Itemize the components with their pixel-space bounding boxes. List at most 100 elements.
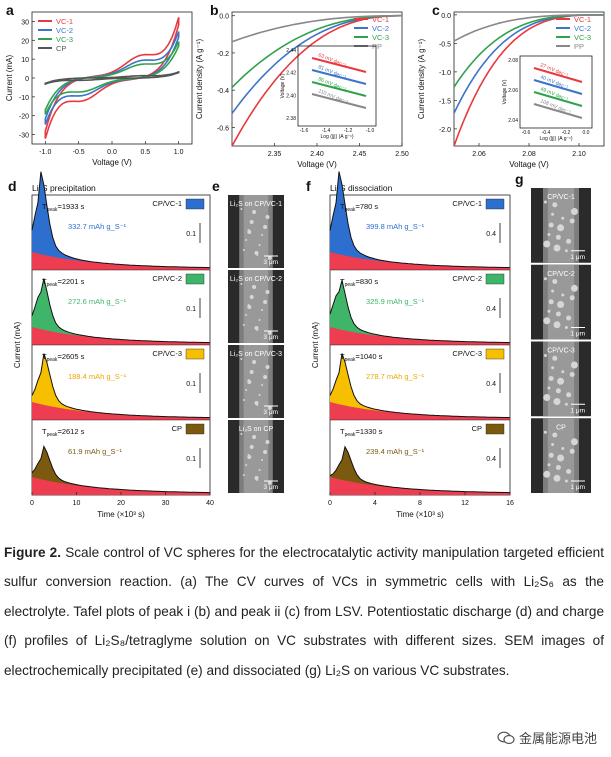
panel-e-particle — [267, 406, 272, 410]
panel-c-inset-xtick: -0.2 — [562, 130, 571, 136]
panel-g-particle — [552, 432, 558, 438]
panel-e-particle — [242, 474, 245, 476]
panel-g-particle — [566, 238, 572, 244]
panel-g-scale-label-1: 1 μm — [570, 331, 585, 338]
panel-a-xtick-label: 0.5 — [140, 149, 150, 156]
panel-g-particle — [548, 299, 554, 305]
panel-e-label-3: Li₂S on CP — [239, 426, 274, 433]
panel-e-particle — [263, 375, 268, 379]
panel-b-inset-frame — [297, 45, 377, 127]
watermark: 金属能源电池 — [497, 728, 597, 747]
panel-c-inset-line-2 — [533, 91, 583, 107]
panel-c-inset-line-3 — [533, 103, 583, 119]
panel-e-particle — [263, 300, 268, 304]
panel-g-particle — [553, 321, 561, 329]
panel-g-particle — [566, 392, 572, 398]
panel-e-particle — [261, 309, 263, 311]
panel-a-xtick-label: 0.0 — [107, 149, 117, 156]
panel-f-tpeak-3: Tpeak=1330 s — [340, 427, 383, 438]
panel-d-row-swatch-0 — [185, 198, 205, 210]
panel-e-scale-label-3: 3 μm — [263, 484, 278, 491]
panel-e-particle — [263, 225, 268, 229]
panel-e-particle — [267, 331, 272, 335]
panel-g-particle — [570, 284, 578, 292]
panel-f-row-label-3: CP — [472, 424, 482, 433]
panel-g-particle — [548, 452, 554, 458]
panel-d-row-swatch-3 — [185, 423, 205, 435]
panel-g-particle — [543, 470, 551, 478]
panel-c-inset-xtick: -0.6 — [522, 130, 531, 136]
panel-f-row-label-2: CP/VC-3 — [452, 349, 482, 358]
panel-e-particle — [254, 251, 259, 255]
panel-c-inset-frame — [519, 55, 593, 129]
panel-c-xtick-label: 2.08 — [522, 151, 536, 158]
panel-e-particle — [247, 379, 250, 381]
panel-e-scale-label-0: 3 μm — [263, 259, 278, 266]
panel-f-xtick-label: 0 — [328, 500, 332, 507]
panel-c-series-3 — [453, 14, 604, 42]
panel-e-particle — [249, 220, 254, 224]
panel-g-scale-label-0: 1 μm — [570, 254, 585, 261]
panel-e-particle — [252, 435, 257, 439]
panel-c-inset-xtick: 0.0 — [583, 130, 590, 136]
panel-g-particle — [551, 366, 555, 370]
panel-f-curve-3 — [329, 445, 511, 494]
panel-f-scale-label-1: 0.4 — [486, 306, 496, 313]
panel-a-ylabel: Current (mA) — [5, 55, 14, 102]
panel-e-particle — [249, 295, 254, 299]
panel-a-ytick-label: -10 — [19, 95, 29, 102]
panel-e-particle — [247, 229, 250, 231]
panel-d-scale-label-3: 0.1 — [186, 456, 196, 463]
panel-e-particle — [245, 389, 248, 391]
panel-f-row-swatch-0 — [485, 198, 505, 210]
panel-c-legend-3-label: PP — [574, 42, 584, 51]
panel-b-xtick-label: 2.45 — [353, 151, 367, 158]
panel-g-particle — [548, 222, 554, 228]
panel-g-particle — [552, 279, 558, 284]
panel-g-particle — [543, 277, 547, 281]
panel-e-particle — [254, 476, 259, 480]
panel-f-curve-2 — [329, 353, 511, 419]
wechat-icon — [497, 731, 515, 744]
panel-e-particle — [254, 401, 259, 405]
panel-d-row-label-2: CP/VC-3 — [152, 349, 182, 358]
panel-f-background-area-2 — [330, 402, 510, 420]
panel-e-particle — [261, 234, 263, 236]
panel-e-particle — [240, 358, 243, 360]
panel-b-inset-ytick: 2.44 — [286, 48, 296, 54]
panel-b-ytick-label: 0.0 — [219, 14, 229, 21]
panel-e-label-1: Li₂S on CP/VC-2 — [230, 276, 282, 283]
panel-e-particle — [265, 290, 270, 294]
panel-d-xlabel: Time (×10³ s) — [97, 510, 145, 519]
panel-e-particle — [258, 244, 261, 246]
panel-b-inset-xtick: -1.2 — [344, 128, 353, 134]
caption-label: Figure 2. — [4, 545, 62, 560]
figure: a -30 -20 -10 0 10 20 30 -1.0 -0.5 0.0 0.5 1.0 Voltag… — [5, 2, 605, 519]
panel-e-particle — [261, 459, 263, 461]
panel-b-ytick-label: -0.6 — [217, 125, 229, 132]
panel-g-particle — [547, 386, 551, 390]
panel-e-particle — [240, 208, 243, 210]
panel-c-inset-ylabel: Voltage (V) — [502, 79, 508, 104]
panel-f-tpeak-0: Tpeak=780 s — [340, 202, 378, 213]
panel-g-particle — [551, 212, 555, 216]
panel-b-ytick-label: -0.2 — [217, 51, 229, 58]
panel-e-label-2: Li₂S on CP/VC-3 — [230, 351, 282, 358]
panel-g-particle — [569, 295, 575, 301]
panel-d-curve-1 — [31, 278, 211, 344]
panel-d-xtick-label: 0 — [30, 500, 34, 507]
panel-b-letter: b — [210, 2, 219, 18]
panel-a-letter: a — [6, 2, 14, 18]
panel-g-particle — [551, 443, 555, 446]
panel-c-legend-0-label: VC-1 — [574, 15, 591, 24]
caption-text: Scale control of VC spheres for the elec… — [4, 545, 604, 678]
panel-e-particle — [242, 324, 245, 326]
panel-e-particle — [247, 380, 252, 384]
panel-g-particle — [555, 465, 561, 470]
panel-d-background-area-0 — [32, 252, 210, 270]
panel-e-particle — [240, 433, 243, 435]
panel-e-particle — [261, 384, 263, 386]
panel-f-curve-0 — [329, 171, 511, 269]
panel-f-capacity-0: 399.8 mAh g_S⁻¹ — [366, 222, 425, 231]
panel-d-tpeak-3: Tpeak=2612 s — [42, 427, 85, 438]
